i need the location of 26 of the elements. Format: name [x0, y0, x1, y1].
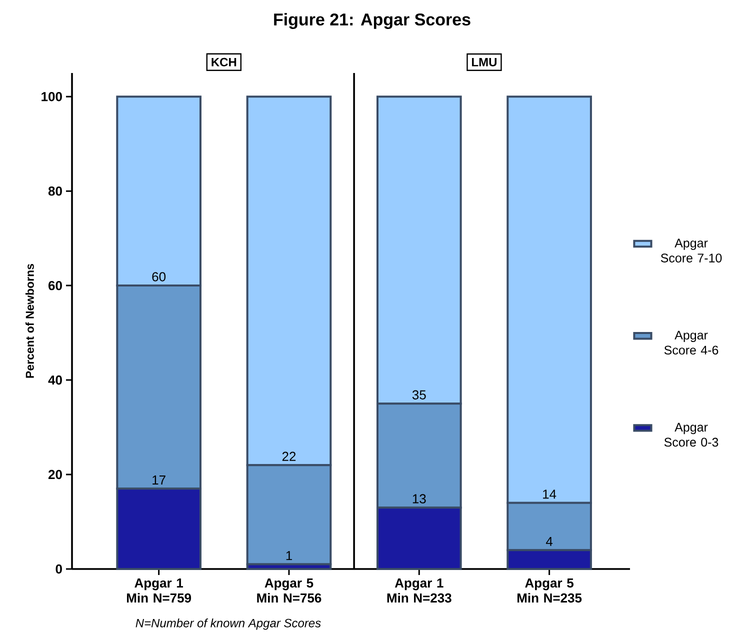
x-tick-label: Apgar 5 Min N=235 [517, 578, 582, 603]
legend-label: Apgar Score 0-3 [664, 422, 718, 447]
legend-label: Apgar Score 7-10 [660, 238, 722, 262]
annotation: 4 [546, 536, 553, 546]
y-tick-label: 100 [42, 92, 62, 102]
text: LMU [472, 58, 496, 66]
annotation: 1 [286, 551, 292, 560]
x-tick-label: Apgar 1 Min N=759 [126, 578, 192, 603]
x-tick-label: Apgar 1 Min N=233 [387, 578, 452, 603]
y-tick-label: 60 [48, 280, 62, 290]
y-tick-label: 80 [48, 186, 62, 196]
annotation: 17 [152, 476, 166, 484]
text: N=Number of known Apgar Scores [136, 618, 321, 630]
annotation: 60 [152, 272, 166, 282]
y-tick-label: 0 [56, 564, 62, 574]
annotation: 35 [412, 390, 426, 400]
x-tick-label: Apgar 5 Min N=756 [257, 578, 322, 603]
text: KCH [212, 58, 236, 66]
y-tick-label: 40 [48, 375, 62, 385]
annotation: 14 [543, 490, 556, 499]
chart-title: Figure 21: Apgar Scores [274, 13, 470, 29]
legend-label: Apgar Score 4-6 [664, 330, 718, 355]
y-axis-title: Percent of Newborns [25, 264, 34, 378]
annotation: 13 [412, 494, 426, 504]
y-tick-label: 20 [48, 470, 62, 480]
annotation: 22 [282, 452, 296, 461]
